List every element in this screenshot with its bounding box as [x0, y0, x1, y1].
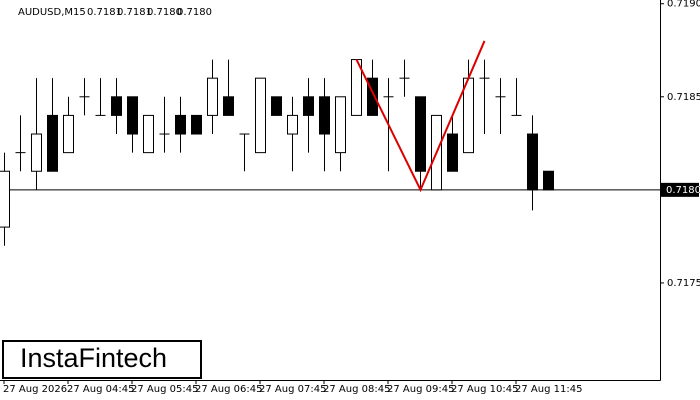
candle-body — [223, 96, 234, 116]
candle-body — [367, 77, 378, 116]
x-tick-label: 27 Aug 10:45 — [451, 384, 518, 395]
candle-body — [0, 170, 10, 228]
candle-body — [31, 133, 42, 172]
quote-open: 0.7181 — [87, 7, 122, 18]
candle-body — [463, 77, 474, 154]
candle-body — [319, 96, 330, 135]
candle-body — [287, 114, 298, 135]
candle-body — [47, 114, 58, 172]
candle-body — [191, 114, 202, 135]
x-tick-label: 27 Aug 09:45 — [387, 384, 454, 395]
logo: InstaFintech — [20, 343, 167, 373]
logo-box — [2, 340, 202, 379]
candle-body — [111, 96, 122, 116]
candle-body — [543, 170, 554, 191]
quote-high: 0.7181 — [117, 7, 152, 18]
quote-low: 0.7180 — [147, 7, 182, 18]
candle-body — [271, 96, 282, 116]
candle-body — [175, 114, 186, 135]
y-tick-label: 0.7190 — [667, 0, 700, 10]
price-label-box — [661, 182, 699, 197]
candle-body — [143, 114, 154, 154]
candle-body — [63, 114, 74, 154]
y-tick-label: 0.7175 — [667, 278, 700, 289]
candle-body — [127, 96, 138, 135]
candle-body — [415, 96, 426, 172]
candle-body — [447, 133, 458, 172]
candle-body — [335, 96, 346, 154]
candle-body — [207, 77, 218, 116]
candle-body — [303, 96, 314, 116]
candle-body — [255, 77, 266, 154]
x-tick-label: 27 Aug 2026 — [3, 384, 67, 395]
symbol: AUDUSD,M15 — [18, 7, 86, 18]
y-tick-label: 0.7185 — [667, 92, 700, 103]
x-tick-label: 27 Aug 11:45 — [515, 384, 582, 395]
x-tick-label: 27 Aug 05:45 — [131, 384, 198, 395]
x-tick-label: 27 Aug 04:45 — [67, 384, 134, 395]
quote-close: 0.7180 — [177, 7, 212, 18]
x-tick-label: 27 Aug 08:45 — [323, 384, 390, 395]
x-tick-label: 27 Aug 07:45 — [259, 384, 326, 395]
pattern-line — [355, 40, 486, 193]
x-tick-label: 27 Aug 06:45 — [195, 384, 262, 395]
candle-body — [527, 133, 538, 191]
price-label: 0.7180 — [666, 185, 700, 196]
